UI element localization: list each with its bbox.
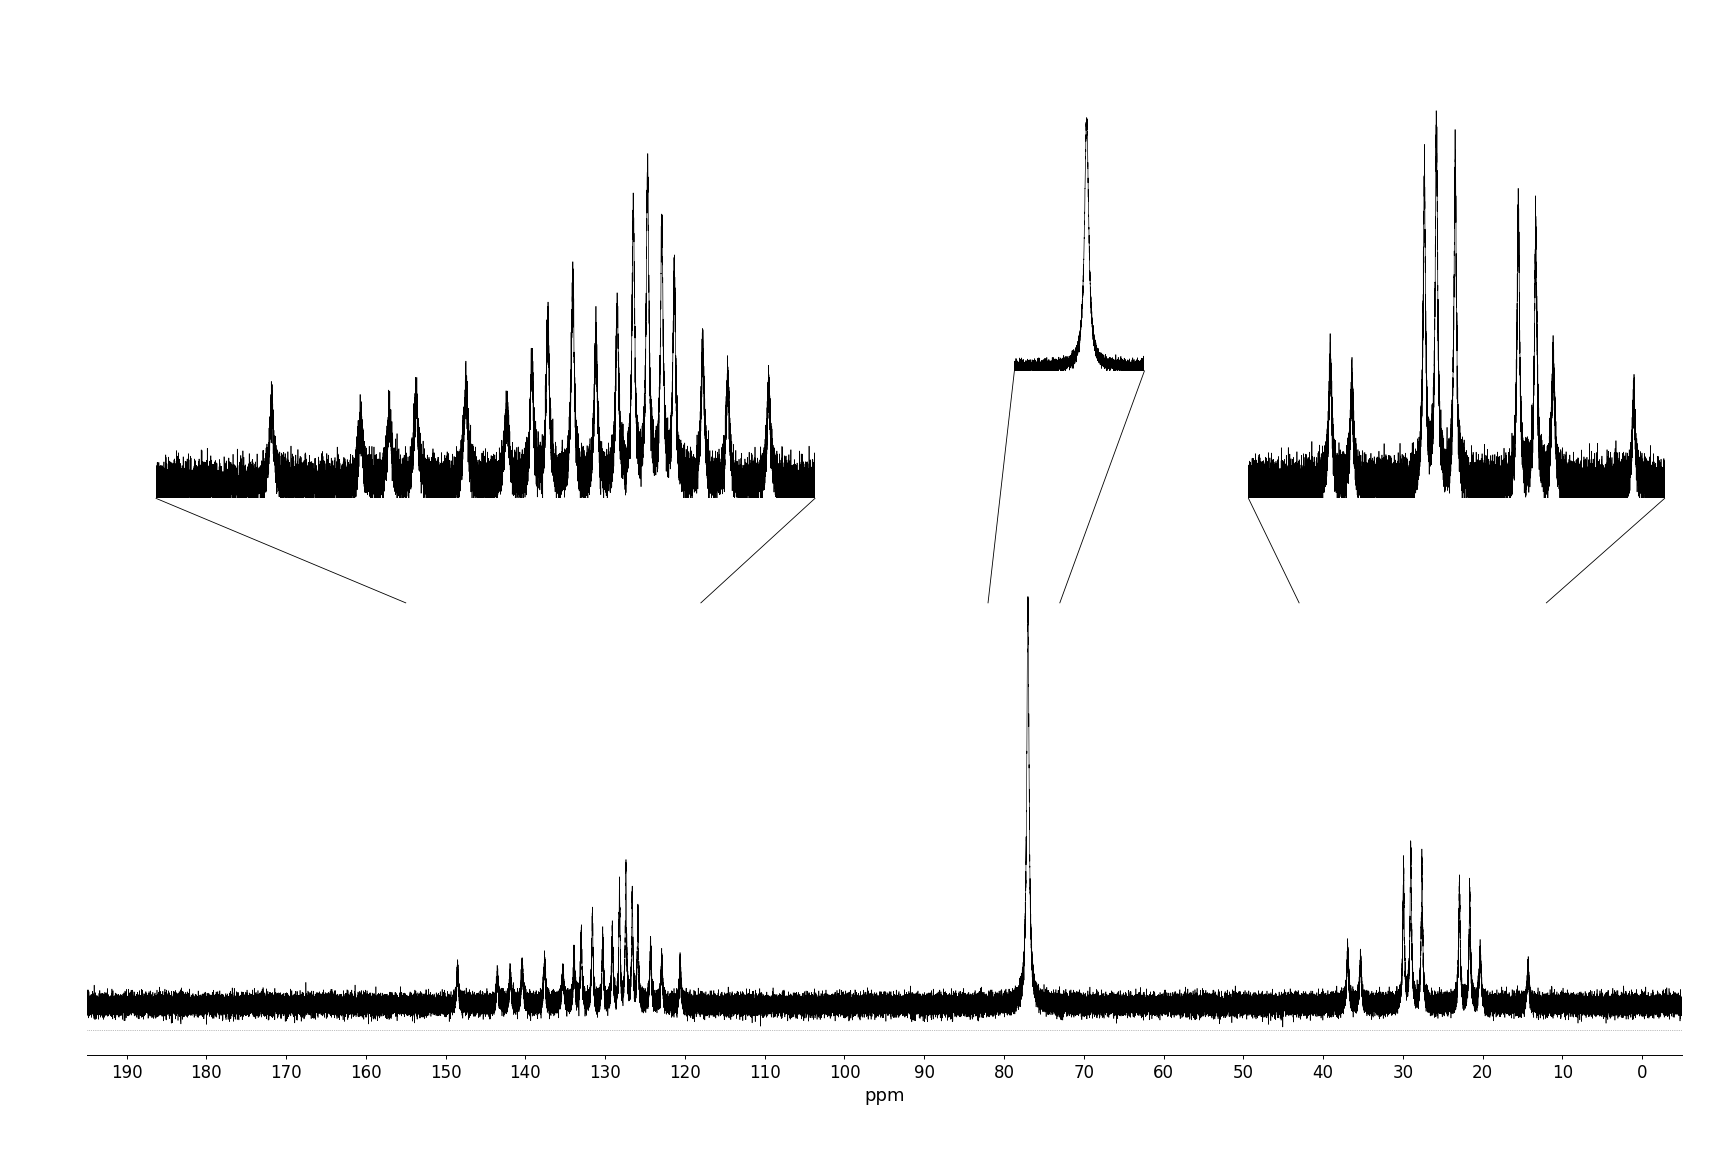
- X-axis label: ppm: ppm: [864, 1087, 905, 1106]
